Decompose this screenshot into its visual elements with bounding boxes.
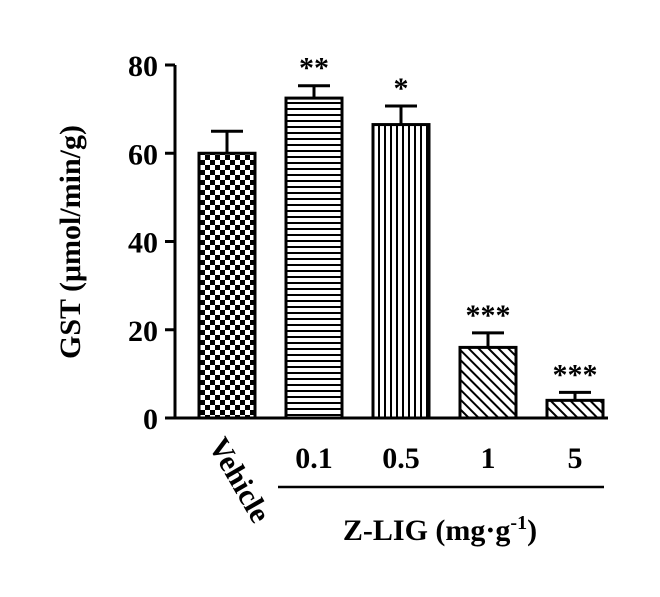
y-tick-label: 40 xyxy=(128,227,158,260)
x-tick-label: Vehicle xyxy=(202,432,277,528)
dose-group-label-close: ) xyxy=(527,514,537,547)
x-tick-label: 1 xyxy=(481,442,496,475)
x-tick-label: 0.5 xyxy=(382,442,420,475)
bar xyxy=(371,123,431,420)
bar xyxy=(545,398,605,420)
x-tick-label: 0.1 xyxy=(295,442,333,475)
bars: ********* xyxy=(197,52,605,420)
dose-group-label-sup: -1 xyxy=(510,512,527,534)
y-tick-label: 0 xyxy=(143,403,158,436)
dose-group-label: Z-LIG (mg·g-1) xyxy=(343,512,537,547)
significance-label: ** xyxy=(299,52,329,85)
x-tick-label: 5 xyxy=(568,442,583,475)
y-tick-label: 20 xyxy=(128,315,158,348)
y-axis-title: GST (μmol/min/g) xyxy=(54,125,87,359)
bar xyxy=(284,96,344,420)
y-tick-label: 80 xyxy=(128,50,158,83)
y-tick-label: 60 xyxy=(128,138,158,171)
significance-label: * xyxy=(394,72,409,105)
significance-label: *** xyxy=(466,299,511,332)
dose-group-label-text: Z-LIG (mg·g xyxy=(343,514,511,547)
bar xyxy=(197,151,257,420)
y-ticks: 0 20 40 60 80 xyxy=(128,50,175,436)
bar xyxy=(458,345,518,420)
significance-label: *** xyxy=(553,358,598,391)
